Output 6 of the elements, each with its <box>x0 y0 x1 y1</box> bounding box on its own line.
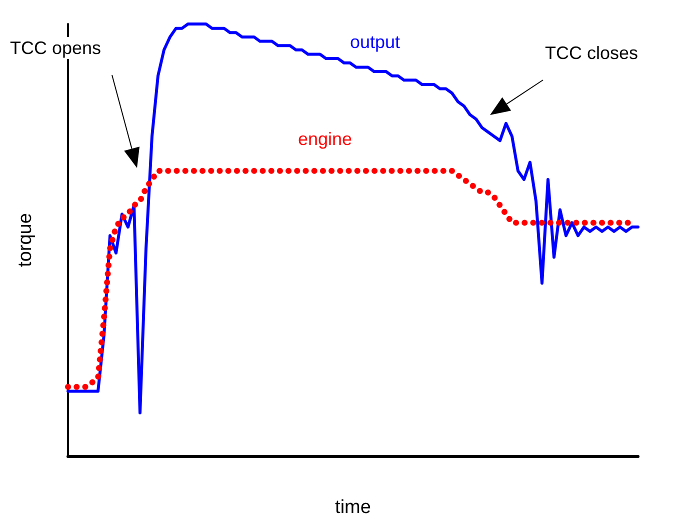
series-label: engine <box>298 129 352 149</box>
series-label: output <box>350 32 400 52</box>
annotation: TCC opens <box>10 38 102 58</box>
x-axis-title: time <box>335 497 371 518</box>
annotation: TCC closes <box>545 43 638 63</box>
y-axis-title: torque <box>15 213 36 267</box>
